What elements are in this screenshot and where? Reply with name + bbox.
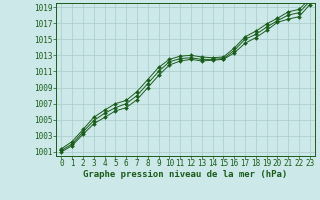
X-axis label: Graphe pression niveau de la mer (hPa): Graphe pression niveau de la mer (hPa) <box>84 170 288 179</box>
